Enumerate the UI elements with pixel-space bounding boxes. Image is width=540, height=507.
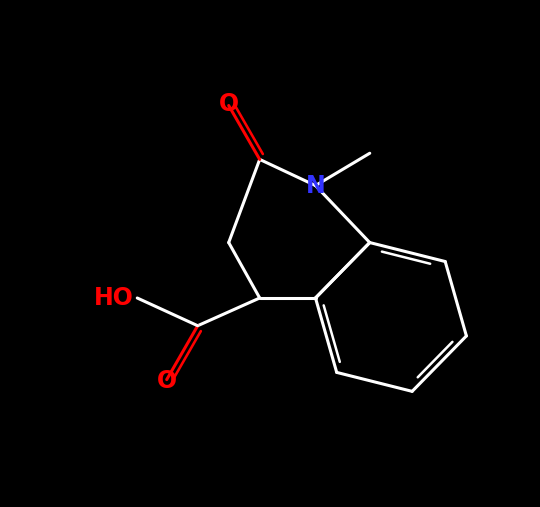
Text: HO: HO [94, 286, 134, 310]
Text: N: N [306, 173, 326, 198]
Text: O: O [157, 369, 177, 393]
Text: O: O [219, 92, 239, 116]
